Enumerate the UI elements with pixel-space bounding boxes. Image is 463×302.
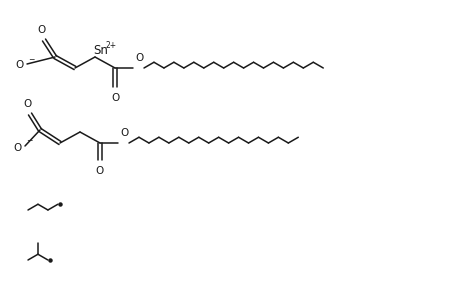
Text: Sn: Sn [93, 43, 108, 56]
Text: O: O [96, 166, 104, 176]
Text: O: O [38, 25, 46, 35]
Text: −: − [26, 137, 32, 146]
Text: O: O [23, 99, 31, 109]
Text: O: O [120, 128, 128, 138]
Text: O: O [14, 143, 22, 153]
Text: 2+: 2+ [106, 41, 117, 50]
Text: O: O [16, 60, 24, 70]
Text: O: O [135, 53, 143, 63]
Text: O: O [111, 93, 119, 103]
Text: −: − [28, 56, 34, 65]
